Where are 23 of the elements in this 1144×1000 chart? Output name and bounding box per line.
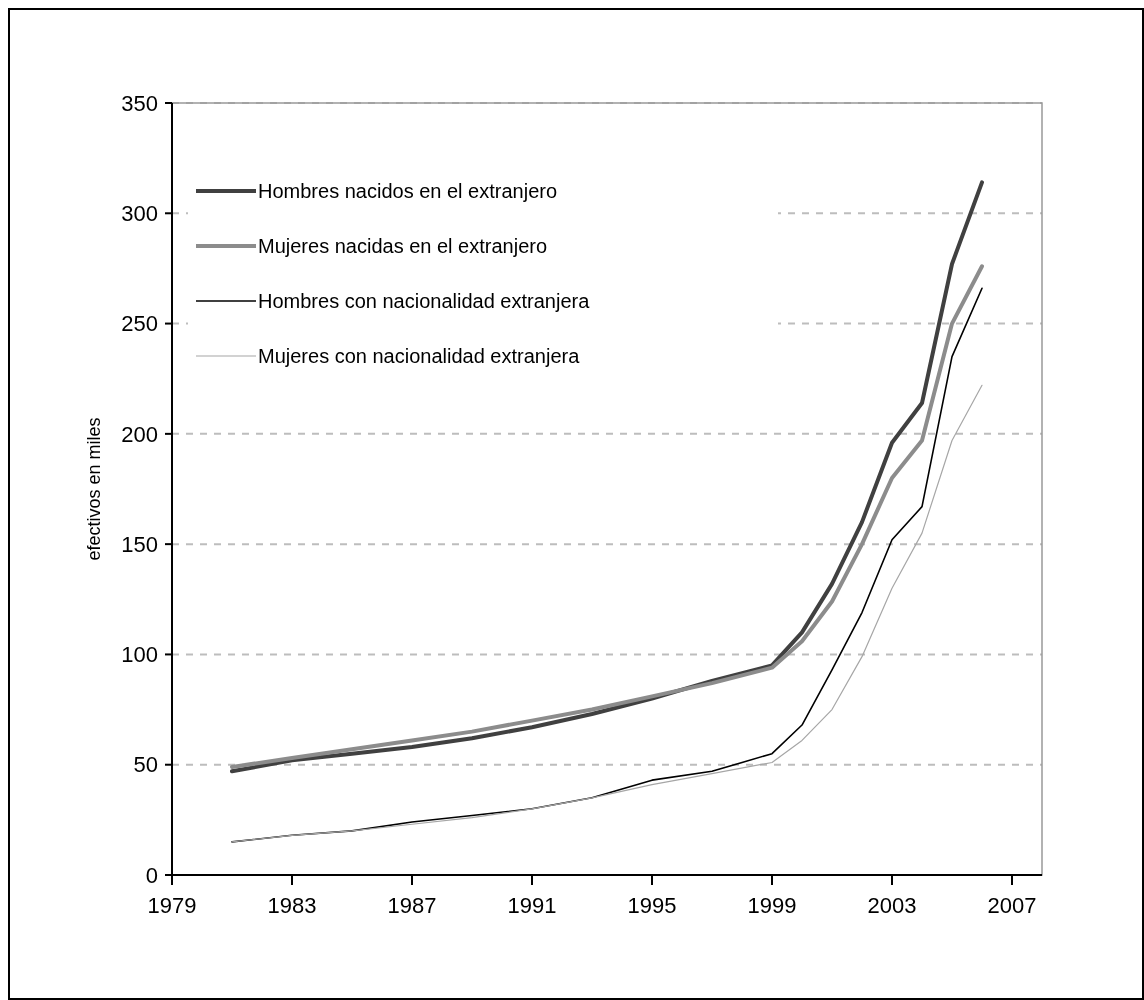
- x-tick-label: 1999: [747, 893, 797, 918]
- legend-label: Hombres nacidos en el extranjero: [258, 180, 558, 202]
- y-tick-label: 100: [121, 642, 158, 668]
- legend-label: Hombres con nacionalidad extranjera: [258, 290, 591, 312]
- legend-label: Mujeres nacidas en el extranjero: [258, 235, 548, 257]
- x-tick-label: 2007: [987, 893, 1037, 918]
- y-tick-label: 350: [121, 90, 158, 116]
- y-tick-label: 0: [145, 862, 158, 888]
- line-series: [231, 287, 983, 843]
- x-tick-label: 1983: [267, 893, 317, 918]
- y-tick-label: 150: [121, 531, 158, 557]
- x-tick-label: 1979: [147, 893, 197, 918]
- y-tick-label: 200: [121, 421, 158, 447]
- x-tick-label: 1995: [627, 893, 677, 918]
- y-tick-label: 50: [133, 752, 158, 778]
- y-axis-title: efectivos en miles: [84, 417, 104, 561]
- y-tick-label: 300: [121, 200, 158, 226]
- x-tick-label: 2003: [867, 893, 917, 918]
- x-tick-label: 1991: [507, 893, 557, 918]
- x-tick-label: 1987: [387, 893, 437, 918]
- line-series: [231, 384, 983, 843]
- legend-label: Mujeres con nacionalidad extranjera: [258, 345, 581, 367]
- y-tick-label: 250: [121, 311, 158, 337]
